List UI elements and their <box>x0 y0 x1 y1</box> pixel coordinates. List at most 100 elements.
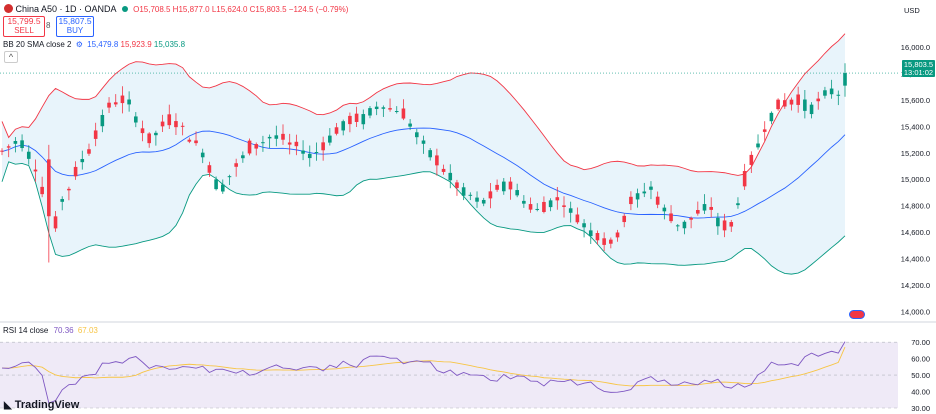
price-tick-label: 15,600.0 <box>901 96 930 105</box>
candle <box>107 97 111 113</box>
candle <box>716 212 720 235</box>
rsi-band <box>0 342 898 408</box>
candle <box>441 164 446 175</box>
price-tick-label: 15,400.0 <box>901 122 930 131</box>
candle <box>461 182 466 201</box>
collapse-icon[interactable]: ^ <box>4 51 18 63</box>
candle <box>13 137 18 153</box>
candle <box>622 213 627 228</box>
candle <box>20 134 24 152</box>
candle-body <box>348 115 352 125</box>
sell-label: SELL <box>14 26 34 35</box>
candle-body <box>401 108 406 119</box>
buy-price: 15,807.5 <box>58 16 92 26</box>
candle-body <box>26 151 31 159</box>
buy-button[interactable]: 15,807.5 BUY <box>56 16 94 37</box>
rsi-tick-label: 30.00 <box>911 404 930 413</box>
candle-body <box>47 159 51 217</box>
candle <box>274 125 279 147</box>
price-tick-label: 15,200.0 <box>901 149 930 158</box>
rsi-legend[interactable]: RSI 14 close 70.36 67.03 <box>3 326 98 335</box>
candle-body <box>508 181 513 190</box>
price-tick-label: 15,000.0 <box>901 175 930 184</box>
candle <box>736 197 740 209</box>
candle-body <box>461 187 466 196</box>
candle-body <box>368 108 372 116</box>
candle-body <box>254 144 259 149</box>
candle-body <box>568 208 573 213</box>
candle-body <box>609 239 613 244</box>
candle-body <box>134 116 138 123</box>
tradingview-logo[interactable]: ◣ TradingView <box>4 399 79 411</box>
candle-body <box>200 152 205 158</box>
candle <box>314 142 319 161</box>
candle-body <box>555 197 560 201</box>
rsi-tick-label: 60.00 <box>911 355 930 364</box>
candle-body <box>742 171 747 187</box>
rsi-ma-value: 67.03 <box>77 326 98 335</box>
candle-body <box>227 176 232 178</box>
price-tick-label: 16,000.0 <box>901 43 930 52</box>
candle-body <box>388 108 392 110</box>
candle <box>374 101 379 116</box>
candle-body <box>53 216 58 229</box>
candle-body <box>481 199 486 204</box>
candle <box>662 204 667 220</box>
candle-body <box>642 191 647 194</box>
bb-legend[interactable]: BB 20 SMA close 2 ⚙ 15,479.8 15,923.9 15… <box>3 40 185 49</box>
event-flag-icon[interactable] <box>849 310 865 319</box>
candle-body <box>588 230 593 237</box>
settings-icon[interactable]: ⚙ <box>75 40 83 49</box>
candle-body <box>274 135 279 139</box>
candle-body <box>602 238 606 245</box>
rsi-tick-label: 50.00 <box>911 371 930 380</box>
candle <box>501 178 506 195</box>
candle <box>809 102 814 119</box>
candle <box>127 91 131 112</box>
candle-body <box>689 217 693 220</box>
rsi-value: 70.36 <box>53 326 74 335</box>
candle-body <box>87 149 91 154</box>
candle <box>40 176 44 198</box>
candle <box>568 201 573 223</box>
rsi-tick-label: 40.00 <box>911 388 930 397</box>
candle-body <box>60 199 65 202</box>
candle-body <box>702 204 707 211</box>
sell-button[interactable]: 15,799.5 SELL <box>3 16 45 37</box>
candle-body <box>174 121 178 128</box>
candle <box>481 197 486 207</box>
candle <box>682 220 687 235</box>
price-tick-label: 14,400.0 <box>901 255 930 264</box>
rsi-tick-label: 70.00 <box>911 338 930 347</box>
candle <box>675 224 680 232</box>
candle-body <box>843 73 847 86</box>
candle <box>609 237 613 249</box>
price-tick-label: 14,200.0 <box>901 281 930 290</box>
candle <box>649 181 653 200</box>
candle-body <box>622 215 627 223</box>
candle-body <box>314 151 319 153</box>
candle-body <box>696 210 700 214</box>
flag-icon <box>4 4 13 13</box>
candle <box>421 135 426 154</box>
candle-body <box>575 214 580 223</box>
candle <box>843 63 847 97</box>
candle-body <box>294 141 299 147</box>
candle-body <box>662 207 667 212</box>
candle-body <box>13 141 18 144</box>
candle <box>495 179 499 192</box>
candle-body <box>247 140 252 154</box>
candle <box>729 219 734 232</box>
candle <box>562 196 566 218</box>
candle-body <box>729 222 734 227</box>
candle <box>381 105 386 117</box>
bb-lower-value: 15,035.8 <box>153 40 186 49</box>
candle <box>415 128 419 145</box>
bb-fill <box>2 33 845 275</box>
candle <box>548 198 553 212</box>
candle-body <box>220 184 225 192</box>
candle <box>796 86 800 113</box>
symbol-title[interactable]: China A50 · 1D · OANDA <box>15 4 117 14</box>
candle-body <box>160 121 165 127</box>
candle <box>214 176 218 191</box>
